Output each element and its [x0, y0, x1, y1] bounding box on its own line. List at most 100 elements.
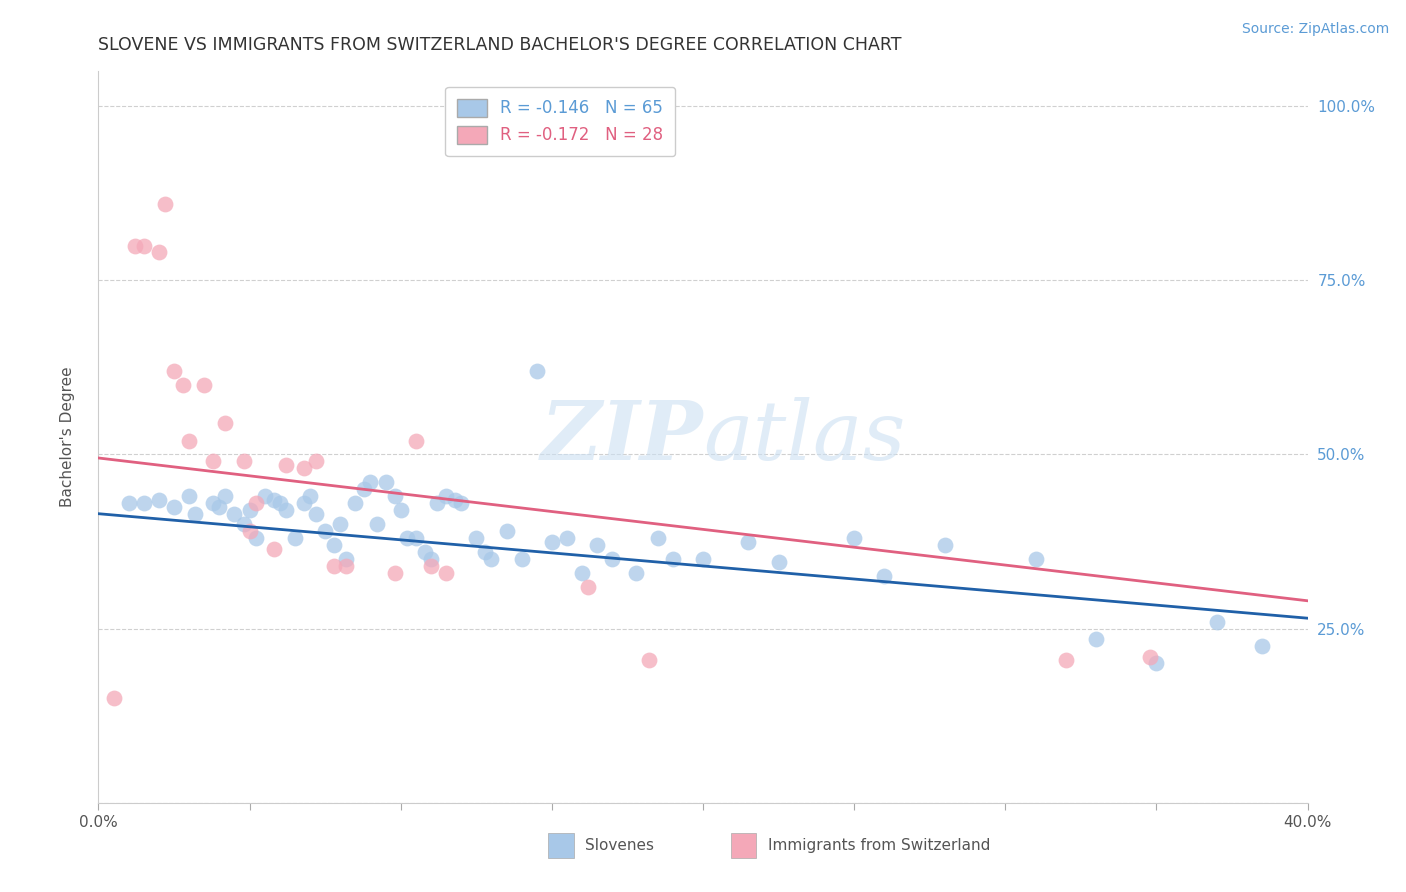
- Point: [124, 238, 146, 252]
- Point: [184, 507, 207, 521]
- Point: [1144, 657, 1167, 671]
- Point: [245, 496, 267, 510]
- Point: [1085, 632, 1108, 646]
- Point: [426, 496, 449, 510]
- Point: [360, 475, 382, 490]
- Point: [132, 238, 155, 252]
- Point: [434, 566, 457, 580]
- Point: [474, 545, 496, 559]
- Point: [555, 531, 578, 545]
- Point: [323, 558, 346, 573]
- Point: [413, 545, 436, 559]
- Point: [768, 556, 790, 570]
- Point: [314, 524, 336, 538]
- Point: [208, 500, 231, 514]
- Point: [163, 500, 186, 514]
- Point: [239, 503, 262, 517]
- Point: [179, 434, 201, 448]
- Point: [118, 496, 141, 510]
- Point: [274, 458, 297, 472]
- Point: [526, 364, 548, 378]
- Point: [305, 507, 328, 521]
- Point: [335, 552, 357, 566]
- Point: [253, 489, 276, 503]
- Point: [576, 580, 599, 594]
- Point: [148, 492, 170, 507]
- Point: [103, 691, 125, 706]
- Point: [637, 653, 659, 667]
- Point: [510, 552, 533, 566]
- Point: [163, 364, 186, 378]
- Y-axis label: Bachelor's Degree: Bachelor's Degree: [60, 367, 75, 508]
- Point: [214, 489, 236, 503]
- Point: [384, 489, 406, 503]
- Point: [737, 534, 759, 549]
- Point: [481, 552, 503, 566]
- Point: [148, 245, 170, 260]
- Point: [1206, 615, 1229, 629]
- Point: [132, 496, 155, 510]
- Point: [329, 517, 352, 532]
- Text: Immigrants from Switzerland: Immigrants from Switzerland: [768, 838, 990, 853]
- Point: [153, 196, 176, 211]
- Point: [299, 489, 322, 503]
- Point: [263, 541, 285, 556]
- Point: [274, 503, 297, 517]
- Point: [193, 377, 215, 392]
- Point: [353, 483, 375, 497]
- Point: [692, 552, 714, 566]
- Point: [586, 538, 609, 552]
- Point: [366, 517, 388, 532]
- Point: [374, 475, 396, 490]
- Legend: R = -0.146   N = 65, R = -0.172   N = 28: R = -0.146 N = 65, R = -0.172 N = 28: [446, 87, 675, 156]
- Point: [420, 552, 443, 566]
- Text: atlas: atlas: [703, 397, 905, 477]
- Point: [269, 496, 291, 510]
- Point: [202, 496, 225, 510]
- Text: Source: ZipAtlas.com: Source: ZipAtlas.com: [1241, 22, 1389, 37]
- Point: [405, 531, 427, 545]
- Point: [434, 489, 457, 503]
- Point: [245, 531, 267, 545]
- Point: [335, 558, 357, 573]
- Point: [179, 489, 201, 503]
- Point: [450, 496, 472, 510]
- Point: [239, 524, 262, 538]
- Point: [420, 558, 443, 573]
- Point: [292, 461, 315, 475]
- Point: [214, 416, 236, 430]
- Point: [465, 531, 488, 545]
- Point: [626, 566, 648, 580]
- Point: [647, 531, 669, 545]
- Point: [571, 566, 593, 580]
- Point: [1054, 653, 1077, 667]
- Point: [1024, 552, 1046, 566]
- Point: [873, 569, 896, 583]
- Point: [172, 377, 194, 392]
- Point: [389, 503, 412, 517]
- Point: [662, 552, 685, 566]
- Text: ZIP: ZIP: [540, 397, 703, 477]
- Point: [934, 538, 956, 552]
- Text: Slovenes: Slovenes: [585, 838, 654, 853]
- Point: [292, 496, 315, 510]
- Point: [232, 517, 254, 532]
- Point: [444, 492, 467, 507]
- Point: [323, 538, 346, 552]
- Text: SLOVENE VS IMMIGRANTS FROM SWITZERLAND BACHELOR'S DEGREE CORRELATION CHART: SLOVENE VS IMMIGRANTS FROM SWITZERLAND B…: [98, 36, 901, 54]
- Point: [384, 566, 406, 580]
- Point: [263, 492, 285, 507]
- Point: [1251, 639, 1274, 653]
- Point: [1139, 649, 1161, 664]
- Point: [405, 434, 427, 448]
- Point: [395, 531, 418, 545]
- Point: [844, 531, 866, 545]
- Point: [344, 496, 367, 510]
- Point: [495, 524, 517, 538]
- Point: [602, 552, 624, 566]
- Point: [284, 531, 307, 545]
- Point: [202, 454, 225, 468]
- Point: [305, 454, 328, 468]
- Point: [540, 534, 562, 549]
- Point: [224, 507, 246, 521]
